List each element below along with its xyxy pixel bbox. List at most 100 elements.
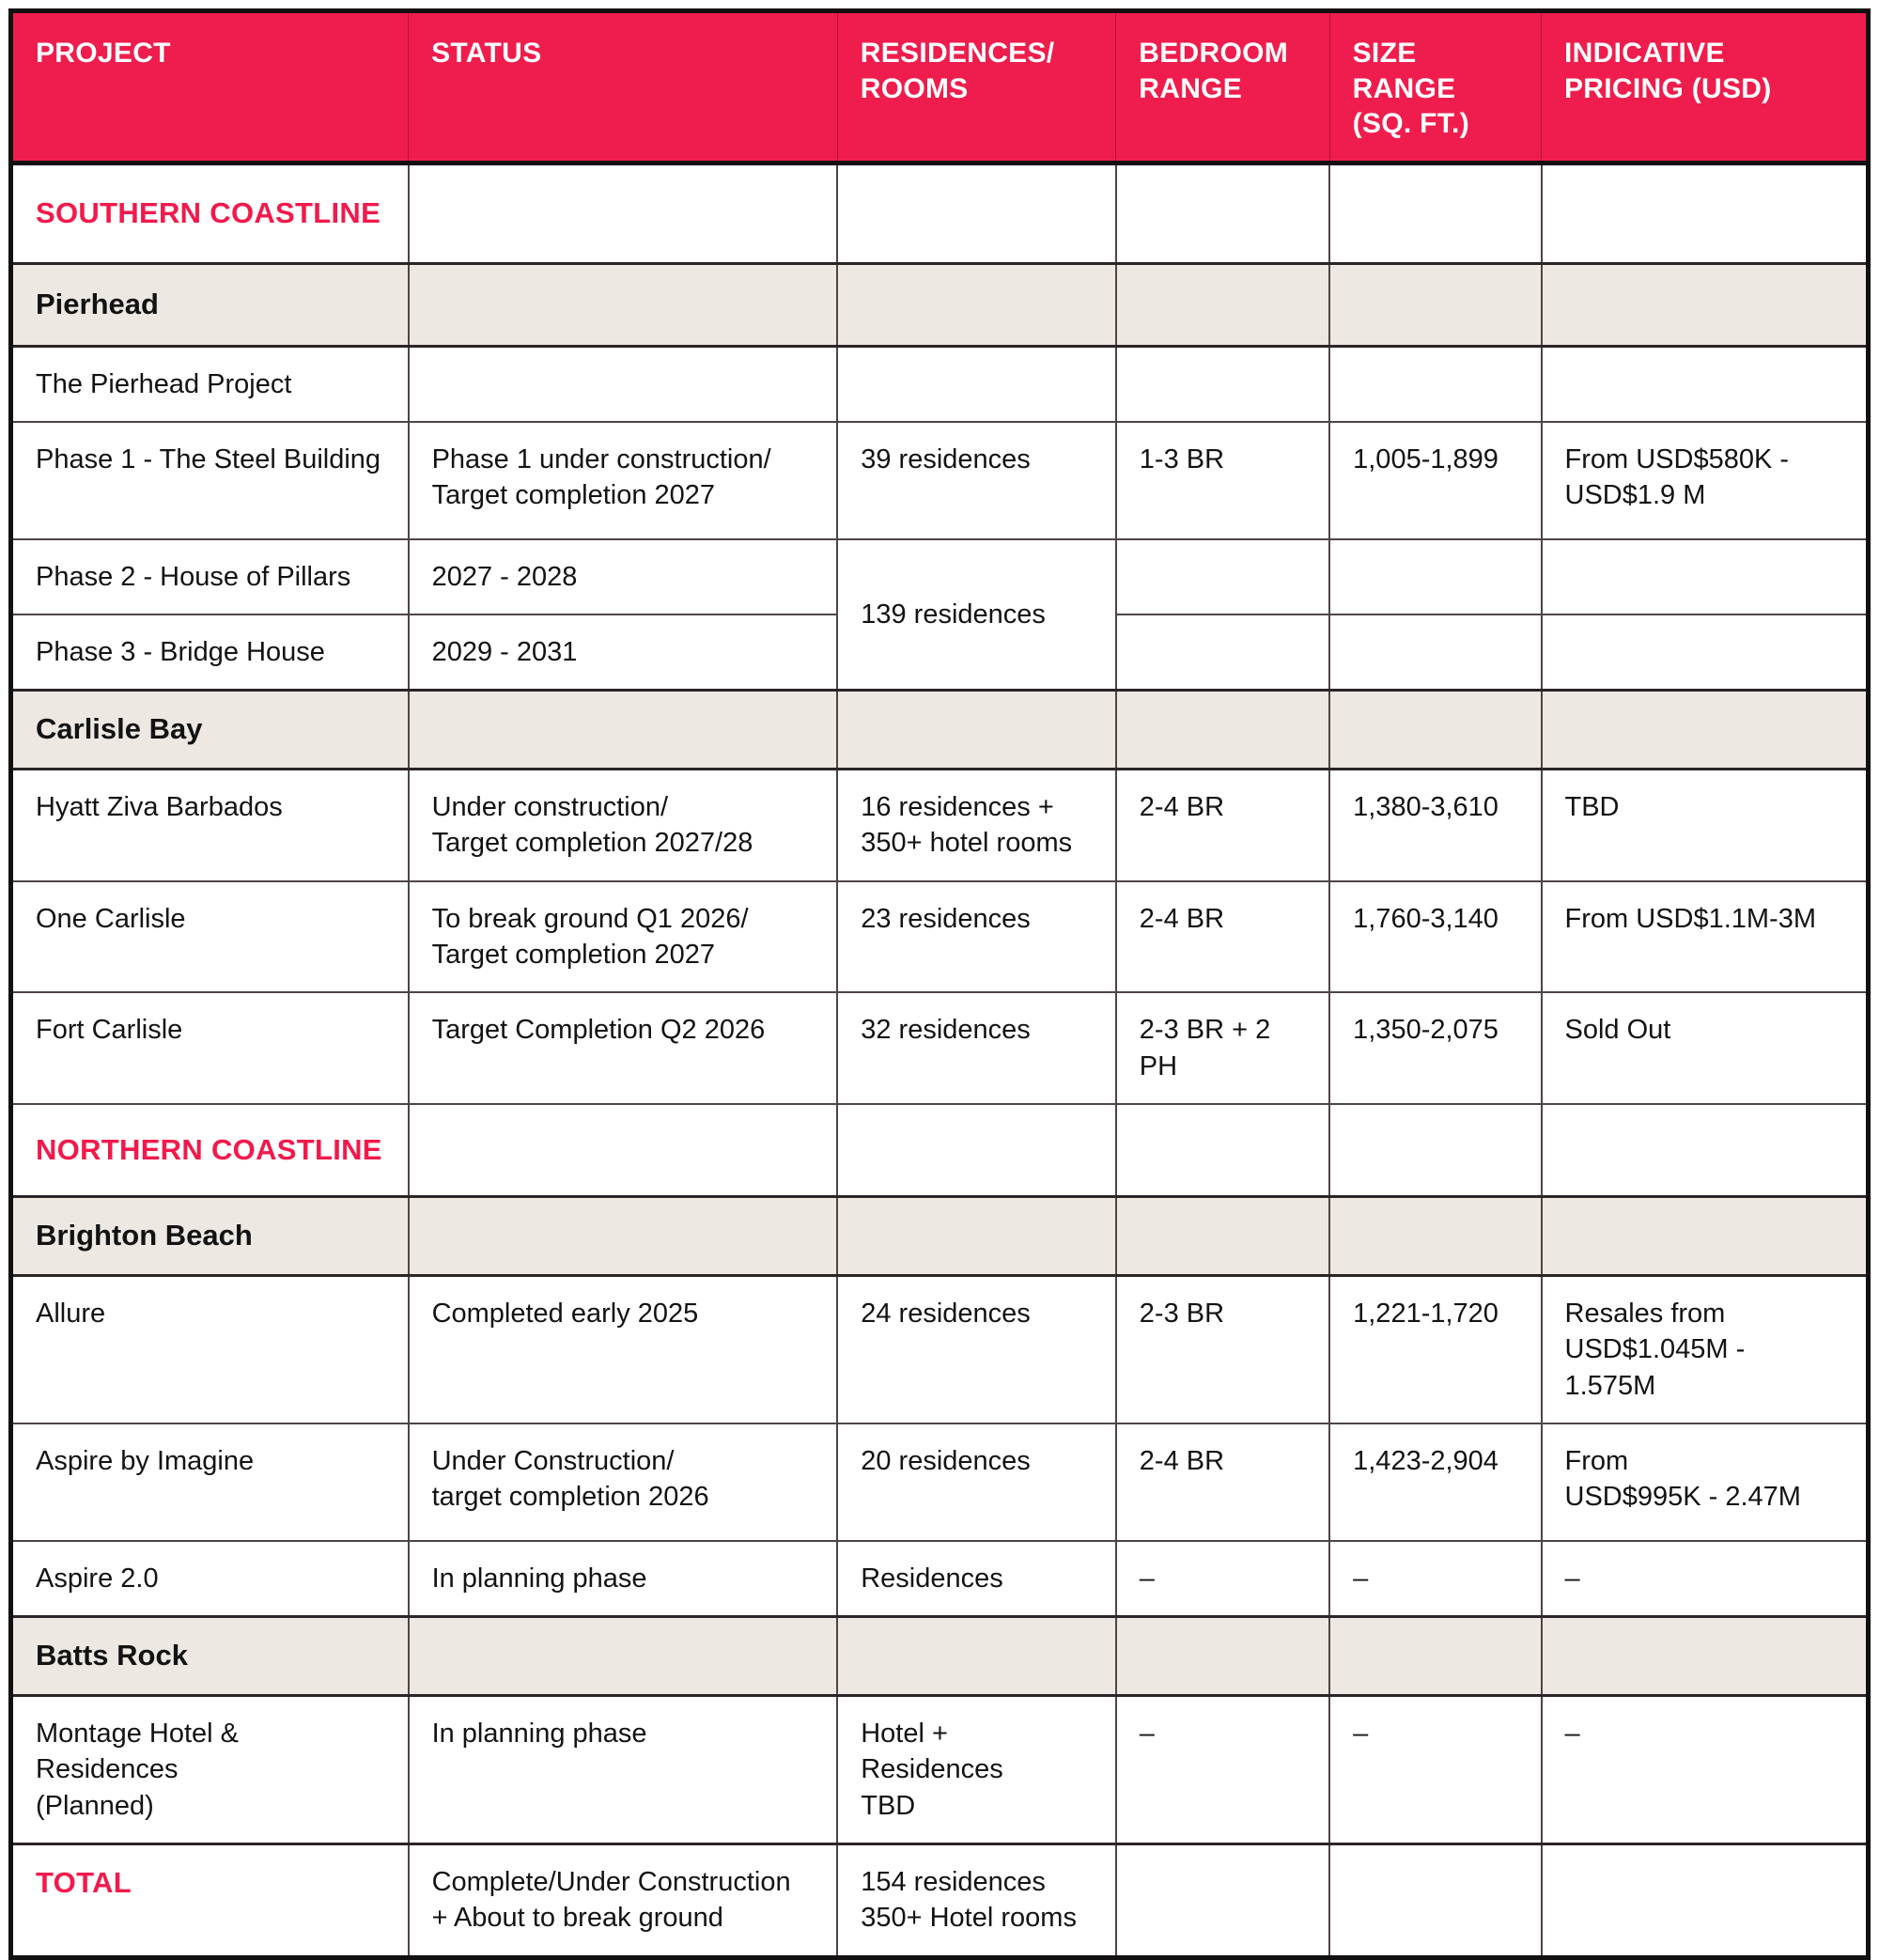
cell-pricing: From USD$580K - USD$1.9 M (1540, 420, 1870, 540)
empty-cell (1328, 537, 1543, 616)
empty-cell (1540, 537, 1870, 616)
empty-cell (1540, 1102, 1870, 1198)
empty-cell (1114, 537, 1331, 616)
cell-project: Aspire by Imagine (9, 1423, 410, 1542)
empty-cell (836, 261, 1117, 348)
empty-cell (1540, 261, 1870, 348)
cell-size-range: 1,221-1,720 (1328, 1274, 1543, 1425)
empty-cell (1328, 1195, 1543, 1278)
cell-bedroom-range: 1-3 BR (1114, 420, 1331, 540)
page: PROJECT STATUS RESIDENCES/ ROOMS BEDROOM… (8, 8, 1871, 1960)
empty-cell (836, 162, 1117, 264)
cell-size-range: 1,760-3,140 (1328, 879, 1543, 994)
empty-cell (1328, 261, 1543, 348)
table-row-the-pierhead-project: The Pierhead Project (9, 345, 1870, 423)
cell-project: Allure (9, 1274, 410, 1425)
region-row-northern-coastline: NORTHERN COASTLINE (9, 1102, 1870, 1198)
cell-pricing: Resales from USD$1.045M - 1.575M (1540, 1274, 1870, 1425)
empty-cell (1114, 162, 1331, 264)
cell-residences: 23 residences (836, 879, 1117, 994)
empty-cell (1540, 614, 1870, 692)
cell-bedroom-range: 2-3 BR + 2 PH (1114, 991, 1331, 1105)
empty-cell (407, 162, 839, 264)
table-row-fort-carlisle: Fort Carlisle Target Completion Q2 2026 … (9, 991, 1870, 1105)
empty-cell (1328, 689, 1543, 771)
table-row-hyatt-ziva-barbados: Hyatt Ziva Barbados Under construction/ … (9, 768, 1870, 882)
table-row-one-carlisle: One Carlisle To break ground Q1 2026/ Ta… (9, 879, 1870, 994)
cell-residences: 20 residences (836, 1423, 1117, 1542)
empty-cell (836, 1195, 1117, 1278)
empty-cell (1540, 345, 1870, 423)
column-header-indicative-pricing: INDICATIVE PRICING (USD) (1541, 8, 1869, 165)
area-row-pierhead: Pierhead (9, 261, 1870, 348)
cell-project: Hyatt Ziva Barbados (9, 768, 410, 882)
table-row-phase-3: Phase 3 - Bridge House 2029 - 2031 (9, 614, 1870, 692)
cell-pricing: – (1540, 1540, 1870, 1618)
cell-size-range: 1,423-2,904 (1328, 1423, 1543, 1542)
empty-cell (407, 689, 839, 771)
cell-bedroom-range: 2-4 BR (1114, 1423, 1331, 1542)
cell-project: Phase 1 - The Steel Building (9, 420, 410, 540)
empty-cell (1114, 1615, 1331, 1698)
cell-residences: 154 residences 350+ Hotel rooms (836, 1842, 1117, 1958)
empty-cell (1328, 1102, 1543, 1198)
cell-bedroom-range: – (1114, 1540, 1331, 1618)
table-row-montage-hotel-residences: Montage Hotel & Residences (Planned) In … (9, 1694, 1870, 1845)
empty-cell (1114, 1842, 1331, 1958)
cell-size-range: 1,350-2,075 (1328, 991, 1543, 1105)
table-row-aspire-by-imagine: Aspire by Imagine Under Construction/ ta… (9, 1423, 1870, 1542)
area-label: Carlisle Bay (9, 689, 410, 771)
cell-residences: 32 residences (836, 991, 1117, 1105)
column-header-project: PROJECT (9, 8, 410, 165)
column-header-size-range: SIZE RANGE (SQ. FT.) (1328, 8, 1543, 165)
empty-cell (407, 1615, 839, 1698)
empty-cell (1114, 345, 1331, 423)
region-label: NORTHERN COASTLINE (9, 1102, 410, 1198)
cell-status: Complete/Under Construction + About to b… (407, 1842, 839, 1958)
empty-cell (1114, 261, 1331, 348)
total-row: TOTAL Complete/Under Construction + Abou… (9, 1842, 1870, 1958)
cell-size-range: – (1328, 1694, 1543, 1845)
area-label: Brighton Beach (9, 1195, 410, 1278)
cell-status: Completed early 2025 (407, 1274, 839, 1425)
cell-bedroom-range: – (1114, 1694, 1331, 1845)
cell-project: The Pierhead Project (9, 345, 410, 423)
cell-status: Phase 1 under construction/ Target compl… (407, 420, 839, 540)
empty-cell (1328, 1842, 1543, 1958)
cell-project: Aspire 2.0 (9, 1540, 410, 1618)
empty-cell (1114, 689, 1331, 771)
area-label: Batts Rock (9, 1615, 410, 1698)
empty-cell (407, 1102, 839, 1198)
table-row-aspire-2-0: Aspire 2.0 In planning phase Residences … (9, 1540, 1870, 1618)
empty-cell (1328, 162, 1543, 264)
area-row-batts-rock: Batts Rock (9, 1615, 1870, 1698)
column-header-residences: RESIDENCES/ ROOMS (836, 8, 1117, 165)
empty-cell (1540, 689, 1870, 771)
cell-size-range: 1,380-3,610 (1328, 768, 1543, 882)
empty-cell (1328, 1615, 1543, 1698)
table-header-row: PROJECT STATUS RESIDENCES/ ROOMS BEDROOM… (9, 8, 1869, 165)
table-row-phase-1: Phase 1 - The Steel Building Phase 1 und… (9, 420, 1870, 540)
cell-bedroom-range: 2-3 BR (1114, 1274, 1331, 1425)
cell-size-range: 1,005-1,899 (1328, 420, 1543, 540)
cell-project: Phase 3 - Bridge House (9, 614, 410, 692)
cell-pricing: – (1540, 1694, 1870, 1845)
cell-status: In planning phase (407, 1694, 839, 1845)
column-header-bedroom-range: BEDROOM RANGE (1115, 8, 1330, 165)
empty-cell (1540, 1842, 1870, 1958)
region-row-southern-coastline: SOUTHERN COASTLINE (9, 162, 1870, 264)
cell-size-range: – (1328, 1540, 1543, 1618)
empty-cell (836, 345, 1117, 423)
empty-cell (1540, 1195, 1870, 1278)
table-row-phase-2: Phase 2 - House of Pillars 2027 - 2028 1… (9, 537, 1870, 692)
region-label: SOUTHERN COASTLINE (9, 162, 410, 264)
cell-residences-merged: 139 residences (836, 537, 1117, 692)
empty-cell (1328, 345, 1543, 423)
empty-cell (836, 1615, 1117, 1698)
empty-cell (407, 345, 839, 423)
cell-pricing: TBD (1540, 768, 1870, 882)
cell-residences: 39 residences (836, 420, 1117, 540)
empty-cell (836, 689, 1117, 771)
cell-project: Montage Hotel & Residences (Planned) (9, 1694, 410, 1845)
cell-status: Under Construction/ target completion 20… (407, 1423, 839, 1542)
